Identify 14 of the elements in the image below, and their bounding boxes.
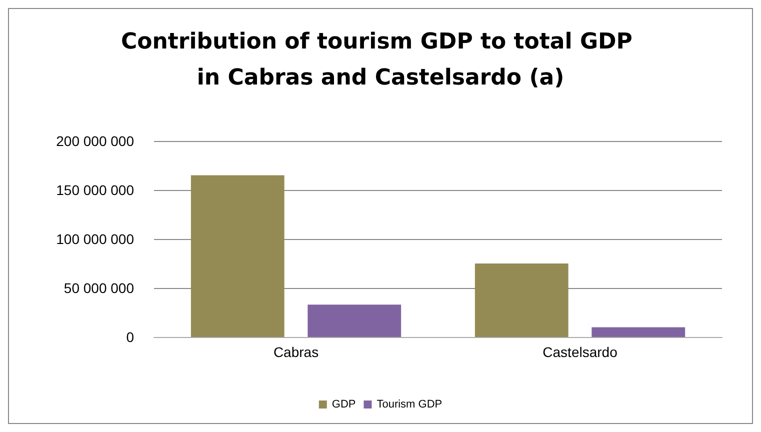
legend-label: Tourism GDP: [376, 398, 442, 410]
y-tick-label: 100 000 000: [56, 231, 134, 247]
y-tick-label: 150 000 000: [56, 182, 134, 198]
bar: [308, 304, 402, 337]
chart-title: Contribution of tourism GDP to total GDP in Cabras and Castelsardo (a): [120, 30, 640, 90]
x-tick-label: Cabras: [273, 344, 319, 360]
y-tick-label: 50 000 000: [64, 280, 134, 296]
legend-label: GDP: [332, 398, 356, 410]
bar: [592, 327, 686, 337]
x-tick-label: Castelsardo: [542, 344, 618, 360]
bar: [474, 264, 568, 337]
y-tick-label: 200 000 000: [56, 133, 134, 149]
y-tick-label: 0: [126, 329, 134, 345]
bar: [190, 175, 284, 337]
